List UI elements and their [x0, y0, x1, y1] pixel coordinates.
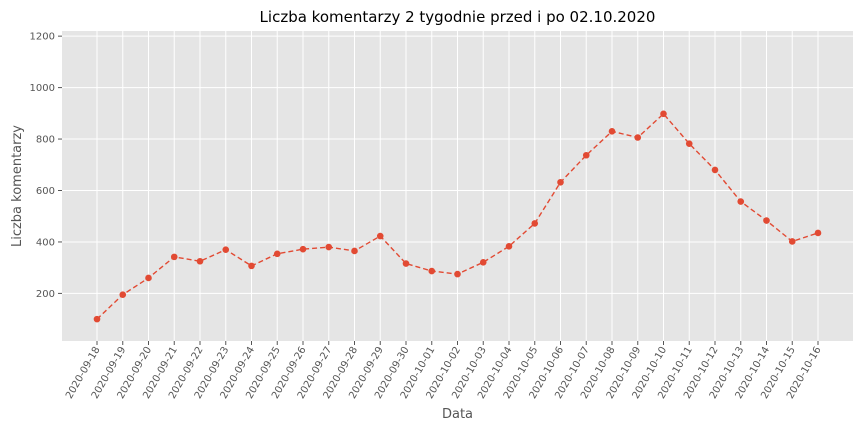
data-point	[763, 217, 770, 224]
data-point	[402, 260, 410, 267]
data-point	[531, 220, 539, 227]
data-point	[299, 245, 307, 253]
series-layer	[93, 110, 822, 323]
y-tick-label: 1200	[30, 32, 55, 43]
y-tick-label: 800	[36, 135, 55, 146]
y-tick-label: 200	[36, 289, 55, 300]
data-point	[351, 247, 358, 255]
data-point	[557, 178, 564, 186]
data-point	[737, 198, 745, 205]
data-point	[196, 257, 204, 265]
data-point	[634, 134, 642, 141]
data-point	[479, 258, 487, 266]
x-axis-label: Data	[442, 407, 473, 422]
data-point	[660, 110, 667, 118]
y-tick-label: 1000	[30, 83, 55, 94]
data-point	[248, 262, 255, 270]
data-point	[376, 232, 384, 240]
chart-title: Liczba komentarzy 2 tygodnie przed i po …	[260, 8, 656, 26]
data-point	[273, 250, 281, 258]
data-point	[608, 128, 616, 135]
grid-lines	[62, 31, 853, 341]
y-axis-ticks: 200 400 600 800 1000 1200	[30, 32, 62, 300]
data-point	[454, 270, 461, 278]
data-point	[119, 291, 127, 298]
y-tick-label: 600	[36, 186, 55, 197]
data-point	[685, 140, 693, 147]
data-point	[170, 253, 178, 261]
data-point	[222, 246, 230, 253]
x-axis-ticks: 2020-09-182020-09-192020-09-202020-09-21…	[64, 341, 824, 401]
data-point	[711, 166, 719, 174]
data-point	[325, 243, 333, 251]
data-point	[93, 315, 101, 323]
data-point	[788, 238, 796, 245]
data-point	[505, 243, 513, 250]
data-point	[145, 274, 152, 282]
y-axis-label: Liczba komentarzy	[10, 125, 25, 247]
data-point	[814, 229, 822, 237]
y-tick-label: 400	[36, 237, 55, 248]
data-point	[428, 267, 436, 275]
data-point	[582, 151, 590, 159]
